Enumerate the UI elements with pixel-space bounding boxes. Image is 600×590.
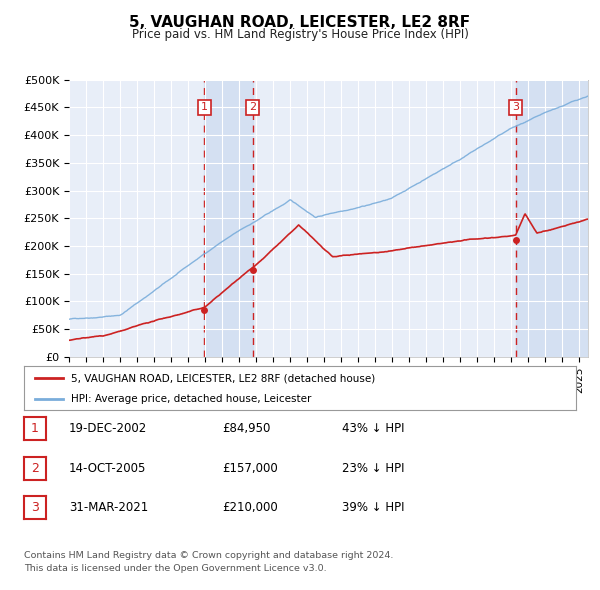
Text: £157,000: £157,000 [222,461,278,475]
Bar [205,80,253,357]
Text: £210,000: £210,000 [222,501,278,514]
Text: 43% ↓ HPI: 43% ↓ HPI [342,422,404,435]
Text: 14-OCT-2005: 14-OCT-2005 [69,461,146,475]
Text: 3: 3 [512,103,519,112]
Text: Contains HM Land Registry data © Crown copyright and database right 2024.: Contains HM Land Registry data © Crown c… [24,550,394,559]
Text: 5, VAUGHAN ROAD, LEICESTER, LE2 8RF (detached house): 5, VAUGHAN ROAD, LEICESTER, LE2 8RF (det… [71,373,375,383]
Text: This data is licensed under the Open Government Licence v3.0.: This data is licensed under the Open Gov… [24,564,326,573]
Text: Price paid vs. HM Land Registry's House Price Index (HPI): Price paid vs. HM Land Registry's House … [131,28,469,41]
Text: 2: 2 [249,103,256,112]
Text: 3: 3 [31,501,39,514]
Text: HPI: Average price, detached house, Leicester: HPI: Average price, detached house, Leic… [71,394,311,404]
Text: 1: 1 [31,422,39,435]
Text: 23% ↓ HPI: 23% ↓ HPI [342,461,404,475]
Text: £84,950: £84,950 [222,422,271,435]
Bar [515,80,588,357]
Text: 39% ↓ HPI: 39% ↓ HPI [342,501,404,514]
Text: 1: 1 [201,103,208,112]
Text: 2: 2 [31,461,39,475]
Text: 19-DEC-2002: 19-DEC-2002 [69,422,147,435]
Text: 5, VAUGHAN ROAD, LEICESTER, LE2 8RF: 5, VAUGHAN ROAD, LEICESTER, LE2 8RF [130,15,470,30]
Text: 31-MAR-2021: 31-MAR-2021 [69,501,148,514]
